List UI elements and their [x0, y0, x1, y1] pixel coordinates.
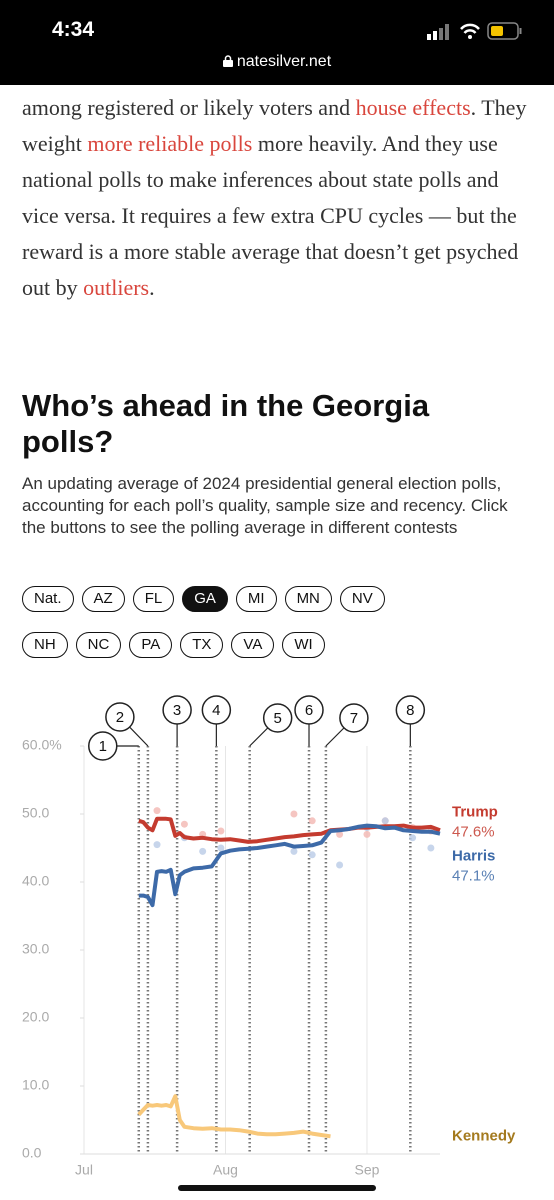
poll-point [308, 817, 316, 825]
event-label: 2 [116, 709, 124, 726]
contest-buttons: Nat. AZ FL GA MI MN NV NH NC PA TX VA WI [22, 586, 402, 658]
event-marker [262, 703, 293, 733]
y-tick-label: 50.0 [22, 805, 49, 821]
poll-point [409, 834, 417, 842]
poll-point [336, 861, 344, 869]
contest-button[interactable]: AZ [81, 586, 125, 612]
legend-label: Harris [452, 848, 495, 865]
event-marker [395, 695, 426, 725]
x-tick-label: Sep [355, 1162, 380, 1178]
y-tick-label: 10.0 [22, 1077, 49, 1093]
event-marker [105, 702, 135, 732]
event-label: 4 [212, 702, 220, 719]
text: more heavily. And they use national poll… [22, 131, 519, 300]
poll-point [153, 807, 161, 815]
event-marker [88, 731, 118, 761]
url-bar[interactable]: natesilver.net [0, 53, 554, 71]
text: . [149, 275, 155, 300]
poll-point [153, 841, 161, 849]
poll-point [336, 830, 344, 838]
poll-point [290, 810, 298, 818]
contest-button[interactable]: Nat. [22, 586, 74, 612]
x-tick-label: Aug [213, 1162, 238, 1178]
section-heading: Who’s ahead in the Georgia polls? [22, 388, 430, 459]
article-paragraph: among registered or likely voters and ho… [22, 90, 527, 306]
y-tick-label: 40.0 [22, 873, 49, 889]
legend-label: Kennedy [452, 1127, 516, 1144]
contest-button[interactable]: MN [284, 586, 332, 612]
poll-point [199, 847, 207, 855]
event-label: 8 [406, 702, 414, 719]
contest-button[interactable]: NC [75, 632, 122, 658]
y-tick-label: 30.0 [22, 941, 49, 957]
x-tick-label: Jul [75, 1162, 93, 1178]
contest-button[interactable]: NH [22, 632, 68, 658]
text-link[interactable]: outliers [83, 275, 150, 300]
value-label: 47.6% [452, 823, 495, 840]
y-tick-label: 0.0 [22, 1145, 42, 1161]
event-label: 1 [99, 738, 107, 755]
event-label: 5 [274, 710, 282, 727]
status-bar: 4:34 natesilver.net [0, 0, 554, 85]
event-marker [339, 703, 369, 733]
contest-button[interactable]: FL [132, 586, 175, 612]
contest-button[interactable]: NV [339, 586, 385, 612]
series-line [137, 1094, 331, 1139]
contest-button[interactable]: MI [235, 586, 277, 612]
contest-button[interactable]: PA [129, 632, 173, 658]
event-label: 6 [305, 702, 313, 719]
legend-label: Trump [452, 803, 498, 820]
event-marker [162, 695, 192, 725]
poll-point [217, 827, 225, 835]
poll-point [363, 830, 371, 838]
poll-point [427, 844, 435, 852]
clock: 4:34 [52, 18, 95, 41]
text: among registered or likely voters and [22, 95, 356, 120]
text: . They weight [22, 95, 527, 156]
y-tick-label: 60.0% [22, 737, 62, 753]
poll-point [217, 844, 225, 852]
poll-point [381, 817, 389, 825]
contest-button[interactable]: TX [180, 632, 224, 658]
poll-point [308, 851, 316, 859]
event-label: 3 [173, 702, 181, 719]
contest-button[interactable]: VA [231, 632, 275, 658]
series-line [138, 823, 441, 908]
event-label: 7 [350, 710, 358, 727]
chart: Jul Aug Sep 0.0 10.0 20.0 30.0 40.0 50.0 60.0% 12 3… [22, 695, 516, 1178]
event-marker [294, 695, 324, 725]
poll-point [180, 820, 188, 828]
contest-button[interactable]: GA [182, 586, 228, 612]
event-marker [201, 695, 232, 725]
poll-point [290, 847, 298, 855]
value-label: 47.1% [452, 868, 495, 885]
home-indicator [178, 1185, 376, 1191]
section-subtitle: An updating average of 2024 presidential… [22, 474, 508, 537]
contest-button[interactable]: WI [282, 632, 325, 658]
text-link[interactable]: house effects [355, 95, 471, 120]
lock-icon [222, 55, 233, 67]
y-tick-label: 20.0 [22, 1009, 49, 1025]
url: natesilver.net [236, 53, 332, 70]
status-icons [427, 22, 522, 40]
text-link[interactable]: more reliable polls [87, 131, 253, 156]
